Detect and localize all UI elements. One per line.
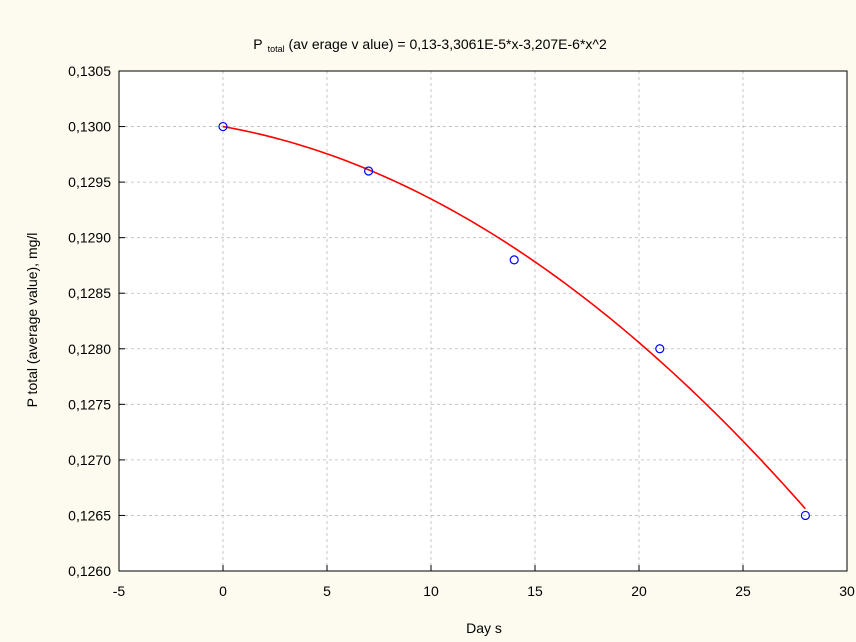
y-tick-label: 0,1260 [68, 563, 111, 579]
grid-lines [119, 71, 847, 571]
data-point [218, 121, 228, 132]
fit-curve [222, 125, 806, 510]
y-tick-label: 0,1270 [68, 452, 111, 468]
y-tick-label: 0,1280 [68, 341, 111, 357]
chart-title-rest: (av erage v alue) = 0,13-3,3061E-5*x-3,2… [285, 36, 607, 52]
plot-frame [118, 70, 848, 572]
x-tick-label: -5 [113, 583, 126, 599]
y-tick-label: 0,1290 [68, 230, 111, 246]
y-tick-label: 0,1305 [68, 63, 111, 79]
x-tick-labels: -5 0 5 10 15 20 25 30 [113, 583, 855, 599]
axis-ticks [118, 70, 848, 572]
y-tick-label: 0,1265 [68, 507, 111, 523]
data-points [218, 121, 811, 521]
x-tick-label: 5 [323, 583, 331, 599]
y-tick-label: 0,1295 [68, 174, 111, 190]
y-tick-label: 0,1285 [68, 285, 111, 301]
fit-curve-group [222, 125, 806, 510]
y-tick-label: 0,1300 [68, 119, 111, 135]
y-axis-label: P total (average value), mg/l [24, 233, 40, 408]
x-tick-label: 30 [839, 583, 855, 599]
plot-area [119, 71, 847, 571]
data-point [364, 166, 374, 176]
data-point [800, 510, 811, 521]
x-tick-label: 25 [735, 583, 751, 599]
y-tick-label: 0,1275 [68, 396, 111, 412]
x-tick-label: 0 [219, 583, 227, 599]
chart-title-subscript: total [268, 44, 285, 54]
data-point [509, 255, 519, 265]
x-tick-label: 20 [631, 583, 647, 599]
data-point [655, 344, 665, 354]
x-tick-label: 10 [423, 583, 439, 599]
x-tick-label: 15 [527, 583, 543, 599]
y-tick-labels: 0,1260 0,1265 0,1270 0,1275 0,1280 0,1285 0,12… [68, 63, 111, 579]
x-axis-label: Day s [466, 620, 502, 636]
chart-title-main: P [253, 36, 262, 52]
